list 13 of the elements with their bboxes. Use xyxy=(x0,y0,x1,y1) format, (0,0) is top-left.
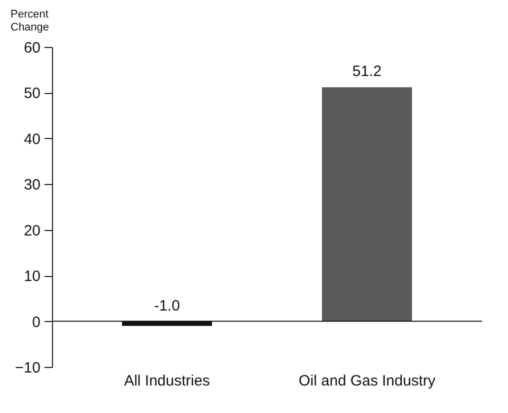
y-tick-label: 0 xyxy=(32,314,40,331)
y-tick-label: 30 xyxy=(24,176,40,194)
x-tick-label: Oil and Gas Industry xyxy=(298,372,436,390)
y-tick-label: 40 xyxy=(24,130,40,148)
data-label: -1.0 xyxy=(154,297,180,314)
y-axis-title: Percent Change xyxy=(10,8,50,34)
x-tick-label: All Industries xyxy=(124,372,210,390)
y-tick-label: 50 xyxy=(24,85,40,102)
y-tick-label: −10 xyxy=(15,360,40,376)
data-label: 51.2 xyxy=(352,63,382,80)
y-tick-label: 20 xyxy=(24,222,40,240)
y-tick-label: 10 xyxy=(24,268,40,286)
y-tick-label: 60 xyxy=(24,40,40,56)
